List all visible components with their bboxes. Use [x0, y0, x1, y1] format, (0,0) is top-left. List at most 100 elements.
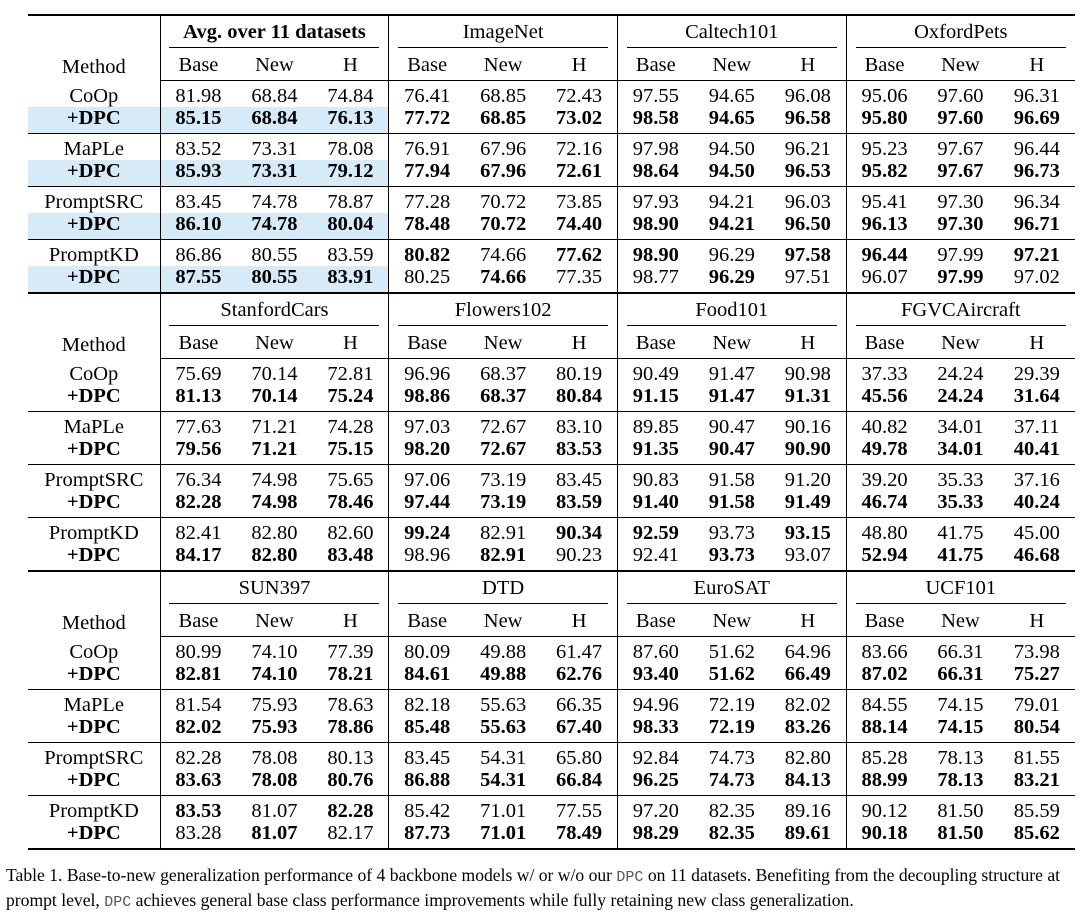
- dataset-name: ImageNet: [398, 21, 609, 48]
- value-cell: 96.71: [1013, 213, 1060, 235]
- value-cell: 35.33: [922, 464, 999, 491]
- value-cell: 71.21: [251, 438, 298, 460]
- value-cell: 83.91: [312, 266, 389, 293]
- value-cell: 85.93: [159, 160, 237, 187]
- value-cell: 93.73: [693, 517, 770, 544]
- value-cell: 93.73: [708, 544, 755, 566]
- value-cell: 75.93: [236, 689, 313, 716]
- value-cell: 88.14: [845, 716, 923, 743]
- value-cell: 88.99: [845, 769, 923, 796]
- dataset-group-header: StanfordCars: [159, 292, 389, 328]
- value-cell: 82.81: [159, 663, 237, 690]
- value-cell: 83.45: [159, 186, 237, 213]
- value-cell: 90.18: [845, 822, 923, 850]
- method-cell: +DPC: [28, 160, 161, 187]
- value-cell: 96.34: [998, 186, 1075, 213]
- caption-text-1: Table 1. Base-to-new generalization perf…: [6, 865, 617, 885]
- column-header-new: New: [236, 50, 313, 81]
- column-header-new: New: [693, 328, 770, 359]
- column-header-h: H: [541, 606, 618, 637]
- value-cell: 48.80: [845, 517, 923, 544]
- value-cell: 85.42: [388, 795, 466, 822]
- value-cell: 74.78: [236, 213, 313, 240]
- value-cell: 78.13: [937, 769, 984, 791]
- value-cell: 90.23: [556, 544, 603, 566]
- value-cell: 78.87: [312, 186, 389, 213]
- value-cell: 82.35: [693, 795, 770, 822]
- value-cell: 76.41: [388, 80, 466, 107]
- value-cell: 99.24: [388, 517, 466, 544]
- value-cell: 97.98: [616, 133, 694, 160]
- caption-code-2: DPC: [104, 894, 132, 911]
- value-cell: 75.69: [159, 358, 237, 385]
- table-row: PromptKD 86.86 80.55 83.59 80.82 74.66 77.62 98…: [28, 239, 1075, 266]
- method-cell: MaPLe: [28, 411, 161, 438]
- value-cell: 97.67: [922, 133, 999, 160]
- table-row: PromptSRC 76.34 74.98 75.65 97.06 73.19 83.45 9…: [28, 464, 1075, 491]
- value-cell: 82.80: [769, 742, 847, 769]
- table-row: +DPC 83.63 78.08 80.76 86.88 54.31 66.84 96.25 7…: [28, 769, 1075, 796]
- method-cell: +DPC: [66, 663, 121, 685]
- value-cell: 49.78: [845, 438, 923, 465]
- value-cell: 97.58: [769, 239, 847, 266]
- value-cell: 84.61: [388, 663, 466, 690]
- dataset-group-header: SUN397: [159, 570, 389, 606]
- value-cell: 98.58: [616, 107, 694, 134]
- value-cell: 72.43: [556, 85, 603, 107]
- value-cell: 74.84: [327, 85, 374, 107]
- table-row: CoOp 81.98 68.84 74.84 76.41 68.85 72.43 97.55 9…: [28, 80, 1075, 107]
- value-cell: 90.83: [616, 464, 694, 491]
- value-cell: 96.07: [845, 266, 923, 293]
- value-cell: 34.01: [922, 411, 999, 438]
- value-cell: 51.62: [708, 663, 755, 685]
- value-cell: 97.30: [922, 186, 999, 213]
- section-subheader-row: Base New H Base New H Base New H Base New H: [28, 328, 1075, 359]
- method-cell: MaPLe: [28, 689, 161, 716]
- value-cell: 83.59: [556, 491, 603, 513]
- method-cell: PromptKD: [28, 795, 161, 822]
- value-cell: 91.20: [769, 464, 847, 491]
- value-cell: 96.29: [693, 239, 770, 266]
- table-row: +DPC 84.17 82.80 83.48 98.96 82.91 90.23 92.41 9…: [28, 544, 1075, 571]
- value-cell: 89.61: [769, 822, 847, 850]
- method-cell: +DPC: [66, 438, 121, 460]
- value-cell: 98.29: [616, 822, 694, 850]
- dataset-name: DTD: [398, 577, 609, 604]
- value-cell: 87.02: [845, 663, 923, 690]
- table-row: +DPC 82.28 74.98 78.46 97.44 73.19 83.59 91.40 9…: [28, 491, 1075, 518]
- column-header-new: New: [693, 50, 770, 81]
- value-cell: 94.50: [693, 133, 770, 160]
- value-cell: 67.96: [480, 160, 527, 182]
- value-cell: 77.62: [541, 239, 618, 266]
- value-cell: 96.96: [388, 358, 466, 385]
- value-cell: 97.55: [616, 80, 694, 107]
- value-cell: 39.20: [845, 464, 923, 491]
- value-cell: 51.62: [708, 641, 755, 663]
- value-cell: 93.07: [784, 544, 831, 566]
- column-header-new: New: [465, 328, 542, 359]
- value-cell: 68.37: [480, 363, 527, 385]
- value-cell: 92.84: [616, 742, 694, 769]
- dataset-group-header: FGVCAircraft: [845, 292, 1075, 328]
- value-cell: 85.28: [845, 742, 923, 769]
- table-row: +DPC 85.93 73.31 79.12 77.94 67.96 72.61 98.64 9…: [28, 160, 1075, 187]
- section-header-row: Method StanfordCars Flowers102 Food101 FGVCA…: [28, 292, 1075, 359]
- dataset-name: Caltech101: [626, 21, 837, 48]
- value-cell: 83.45: [541, 464, 618, 491]
- value-cell: 96.03: [769, 186, 847, 213]
- column-header-base: Base: [388, 328, 466, 359]
- value-cell: 80.04: [312, 213, 389, 240]
- value-cell: 81.50: [922, 822, 999, 850]
- value-cell: 49.88: [480, 641, 527, 663]
- table-row: CoOp 80.99 74.10 77.39 80.09 49.88 61.47 87.60 5…: [28, 636, 1075, 663]
- results-table: Method Avg. over 11 datasets ImageNet Calte…: [28, 14, 1075, 850]
- value-cell: 78.08: [312, 133, 389, 160]
- table-row: CoOp 75.69 70.14 72.81 96.96 68.37 80.19 90.49 9…: [28, 358, 1075, 385]
- column-header-new: New: [693, 606, 770, 637]
- value-cell: 72.67: [480, 438, 527, 460]
- value-cell: 95.41: [845, 186, 923, 213]
- value-cell: 83.53: [159, 795, 237, 822]
- dataset-group-header: OxfordPets: [845, 14, 1075, 50]
- value-cell: 92.59: [616, 517, 694, 544]
- method-cell: +DPC: [28, 213, 161, 240]
